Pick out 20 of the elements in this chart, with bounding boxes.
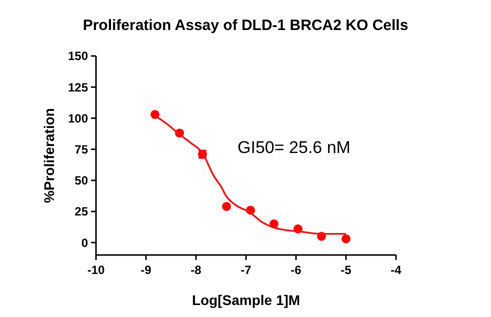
y-tick-label: 125 xyxy=(68,80,88,94)
y-tick-label: 25 xyxy=(74,204,88,219)
x-tick-label: -6 xyxy=(290,263,302,277)
y-tick-label: 0 xyxy=(81,236,88,250)
y-tick-label: 100 xyxy=(68,111,88,126)
y-tick-label: 50 xyxy=(74,174,88,188)
x-tick-label: -7 xyxy=(240,263,252,277)
x-tick-label: -8 xyxy=(190,263,202,277)
y-tick-label: 150 xyxy=(68,49,88,64)
x-tick-label: -4 xyxy=(390,263,402,277)
point xyxy=(222,202,231,211)
annotation: GI50= 25.6 nM xyxy=(238,138,350,157)
x-tick-label: -5 xyxy=(340,263,352,277)
y-tick-label: 75 xyxy=(74,142,88,156)
chart-title: Proliferation Assay of DLD-1 BRCA2 KO Cells xyxy=(82,17,408,34)
x-axis-title: Log[Sample 1]M xyxy=(192,292,300,308)
x-tick-label: -10 xyxy=(87,263,105,277)
y-axis-title: %Proliferation xyxy=(41,108,57,203)
point xyxy=(342,234,350,244)
x-tick-label: -9 xyxy=(140,263,152,277)
